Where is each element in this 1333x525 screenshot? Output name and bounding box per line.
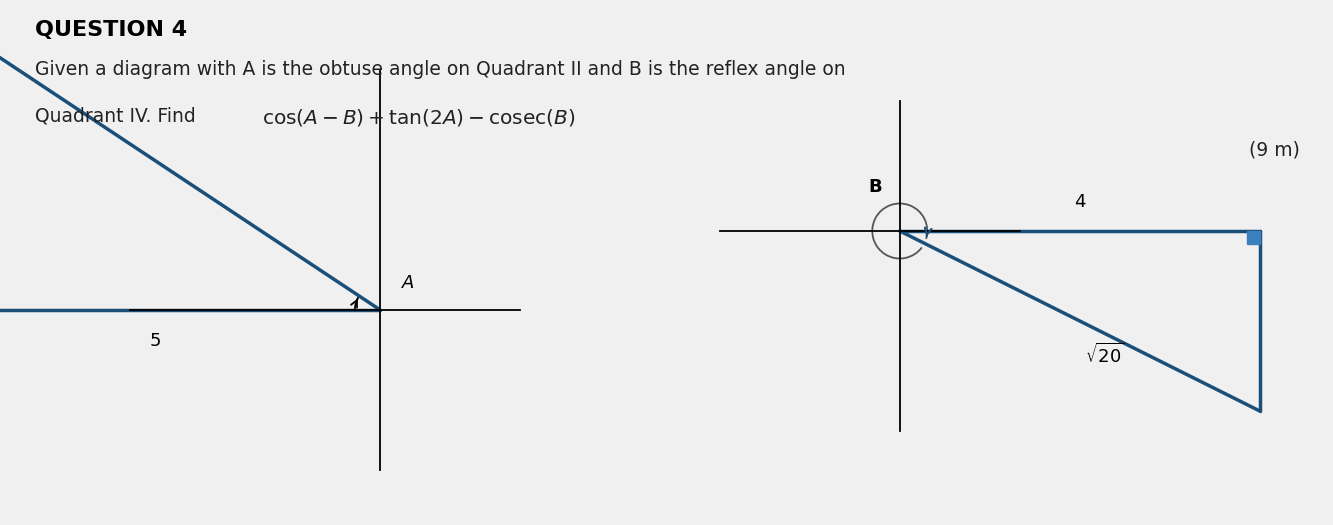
Text: Given a diagram with A is the obtuse angle on Quadrant II and B is the reflex an: Given a diagram with A is the obtuse ang… bbox=[35, 60, 845, 79]
Text: A: A bbox=[403, 274, 415, 292]
Polygon shape bbox=[1246, 231, 1260, 244]
Text: $\mathrm{cos}(A-B)+\mathrm{tan}(2A)-\mathrm{cosec}(B)$: $\mathrm{cos}(A-B)+\mathrm{tan}(2A)-\mat… bbox=[263, 107, 576, 128]
Text: B: B bbox=[868, 178, 881, 196]
Text: 4: 4 bbox=[1074, 193, 1085, 211]
Text: Quadrant IV. Find: Quadrant IV. Find bbox=[35, 107, 201, 126]
Text: (9 m): (9 m) bbox=[1249, 140, 1300, 159]
Text: 5: 5 bbox=[149, 332, 161, 350]
Text: QUESTION 4: QUESTION 4 bbox=[35, 20, 187, 40]
Text: $\sqrt{20}$: $\sqrt{20}$ bbox=[1085, 343, 1125, 367]
